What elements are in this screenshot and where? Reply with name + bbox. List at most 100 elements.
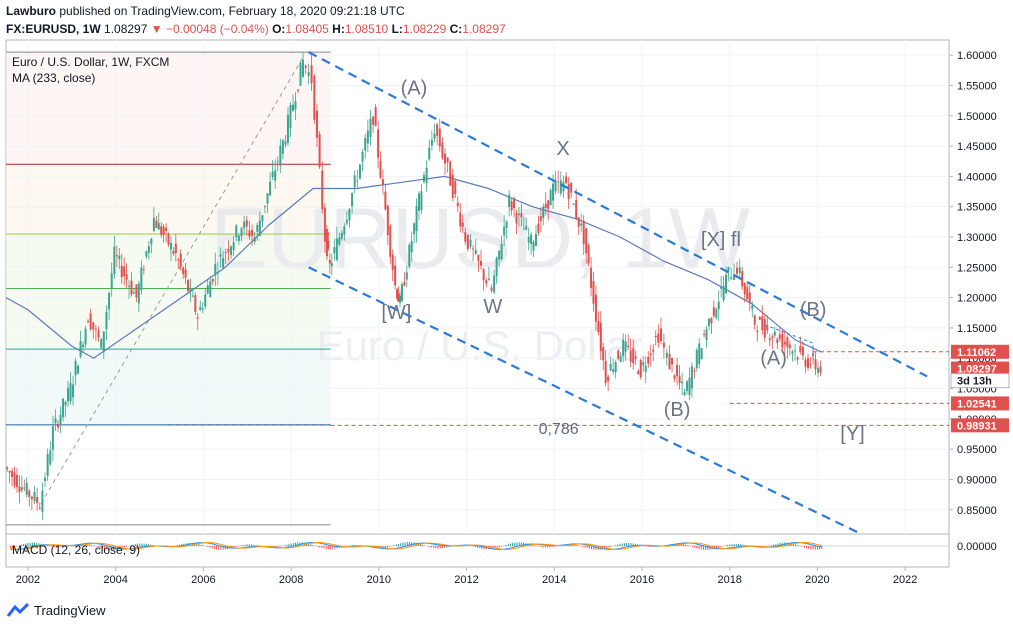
candle-body (325, 228, 328, 257)
candle-body (454, 181, 457, 195)
channel-upper-line (308, 51, 928, 378)
candle-body (415, 206, 418, 231)
x-tick-label: 2010 (367, 574, 391, 586)
candle-body (542, 206, 545, 219)
y-tick-label: 1.25000 (957, 262, 997, 274)
price-axis[interactable]: 1.60000 1.55000 1.50000 1.45000 1.40000 1.350… (949, 50, 1010, 517)
candle-body (522, 228, 525, 230)
candle-body (15, 474, 18, 488)
x-tick-label: 2008 (279, 574, 303, 586)
candle-body (530, 234, 533, 245)
candle-body (266, 193, 269, 204)
candle-body (552, 183, 555, 201)
candle-body (97, 330, 100, 338)
y-tick-label: 1.55000 (957, 80, 997, 92)
candle-body (559, 180, 562, 194)
candle-body (135, 284, 138, 298)
high-label: H: (332, 22, 345, 36)
footer-brand: TradingView (34, 602, 106, 618)
high-value: 1.08510 (344, 22, 389, 36)
candle-body (607, 376, 610, 381)
candle-body (182, 267, 185, 275)
candle-body (730, 277, 733, 280)
x-tick-label: 2012 (454, 574, 478, 586)
candle-body (773, 331, 776, 336)
candle-body (391, 254, 394, 271)
macd-tick-label: 0.00000 (957, 541, 997, 553)
candle-body (498, 250, 501, 260)
candle-body (240, 227, 243, 237)
candle-body (222, 258, 225, 268)
candle-body (572, 204, 575, 205)
candle-body (381, 179, 384, 185)
candle-body (678, 376, 681, 383)
candle-body (110, 273, 113, 289)
candle-body (92, 322, 95, 330)
time-axis[interactable]: 2002 2004 2006 2008 2010 2012 2014 2016 2018 2020… (16, 567, 918, 586)
x-tick-label: 2014 (542, 574, 566, 586)
price-label-box (951, 418, 1009, 433)
y-tick-label: 0.95000 (957, 444, 997, 456)
y-tick-label: 1.45000 (957, 141, 997, 153)
candle-body (624, 341, 627, 352)
candle-body (527, 236, 530, 243)
candle-body (428, 147, 431, 160)
candle-body (485, 280, 488, 284)
candle-body (274, 170, 277, 181)
candle-body (554, 180, 557, 192)
candle-body (766, 325, 769, 331)
price-label-text: 3d 13h (957, 376, 992, 388)
candle-body (474, 250, 477, 254)
candle-body (707, 318, 710, 326)
candle-body (338, 237, 341, 245)
candle-body (174, 243, 177, 254)
candle-body (557, 181, 560, 183)
candle-body (495, 257, 498, 276)
candle-body (594, 294, 597, 322)
last-price: 1.08297 (104, 22, 148, 36)
fib-zone-3 (6, 233, 331, 350)
candle-body (657, 333, 660, 343)
channel-lines[interactable] (308, 51, 928, 535)
ma-233-line (5, 175, 823, 359)
candle-body (276, 161, 279, 163)
candle-body (642, 362, 645, 366)
candle-body (781, 333, 784, 348)
footer[interactable]: TradingView (6, 600, 106, 620)
candle-body (356, 180, 359, 182)
candle-body (695, 349, 698, 369)
candle-body (544, 203, 547, 209)
candle-body (622, 339, 625, 357)
candle-body (673, 375, 676, 379)
candle-body (321, 170, 324, 210)
y-tick-label: 1.35000 (957, 202, 997, 214)
candle-body (597, 321, 600, 333)
candle-body (343, 226, 346, 235)
macd-pane: 0.00000 (6, 541, 997, 553)
candle-body (814, 359, 817, 370)
candle-body (464, 232, 467, 242)
candle-body (817, 368, 820, 373)
candle-body (627, 345, 630, 348)
candle-body (637, 371, 640, 374)
wave-label: [Y] (840, 423, 864, 445)
y-tick-label: 1.50000 (957, 111, 997, 123)
candle-body (327, 241, 330, 249)
price-label-text: 1.02541 (957, 398, 997, 410)
main-legend: Euro / U.S. Dollar, 1W, FXCM (12, 55, 169, 69)
candle-body (377, 129, 380, 158)
candle-body (743, 283, 746, 295)
candle-body (187, 280, 190, 291)
candle-body (809, 364, 812, 365)
candle-body (384, 191, 387, 210)
candle-body (289, 105, 292, 129)
candle-body (353, 175, 356, 188)
candle-body (487, 278, 490, 281)
candle-body (113, 246, 116, 275)
wave-label: (B) (664, 399, 691, 421)
candle-body (801, 347, 804, 356)
y-tick-label: 0.85000 (957, 505, 997, 517)
candle-body (688, 377, 691, 396)
candle-body (214, 264, 217, 276)
